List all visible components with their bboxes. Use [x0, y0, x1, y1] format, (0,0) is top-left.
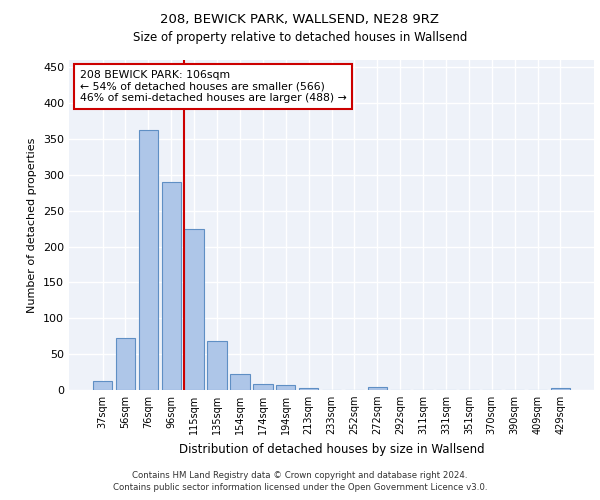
Bar: [253, 384, 272, 390]
Bar: [230, 374, 250, 390]
Bar: [551, 388, 570, 390]
X-axis label: Distribution of detached houses by size in Wallsend: Distribution of detached houses by size …: [179, 442, 484, 456]
Bar: [299, 388, 319, 390]
Bar: [139, 130, 158, 390]
Bar: [368, 387, 387, 390]
Text: Size of property relative to detached houses in Wallsend: Size of property relative to detached ho…: [133, 31, 467, 44]
Text: 208, BEWICK PARK, WALLSEND, NE28 9RZ: 208, BEWICK PARK, WALLSEND, NE28 9RZ: [161, 12, 439, 26]
Bar: [161, 182, 181, 390]
Text: Contains HM Land Registry data © Crown copyright and database right 2024.
Contai: Contains HM Land Registry data © Crown c…: [113, 471, 487, 492]
Bar: [208, 341, 227, 390]
Bar: [116, 338, 135, 390]
Text: 208 BEWICK PARK: 106sqm
← 54% of detached houses are smaller (566)
46% of semi-d: 208 BEWICK PARK: 106sqm ← 54% of detache…: [79, 70, 346, 103]
Bar: [276, 385, 295, 390]
Bar: [93, 382, 112, 390]
Y-axis label: Number of detached properties: Number of detached properties: [28, 138, 37, 312]
Bar: [184, 228, 204, 390]
